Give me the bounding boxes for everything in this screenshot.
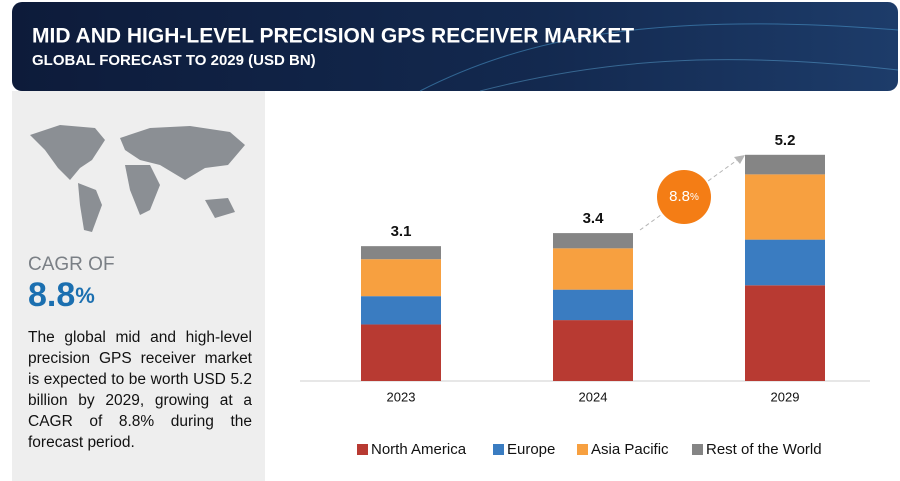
total-label: 5.2 — [775, 132, 796, 149]
x-tick-label: 2023 — [387, 389, 416, 404]
bar-segment — [553, 289, 633, 321]
bar-segment — [553, 320, 633, 381]
x-tick-label: 2029 — [771, 389, 800, 404]
legend-swatch — [692, 444, 703, 455]
bar-segment — [745, 285, 825, 381]
legend-label: Europe — [507, 441, 555, 458]
legend-label: North America — [371, 441, 467, 458]
bar-segment — [553, 233, 633, 249]
badge-unit: % — [690, 192, 699, 203]
bar-segment — [361, 259, 441, 297]
title: MID AND HIGH-LEVEL PRECISION GPS RECEIVE… — [32, 25, 634, 48]
bar-segment — [553, 248, 633, 290]
bar-segment — [745, 239, 825, 286]
header-band — [12, 2, 898, 91]
world-map — [30, 125, 245, 232]
cagr-number: 8.8 — [28, 276, 75, 314]
bar-segment — [361, 246, 441, 260]
legend-swatch — [493, 444, 504, 455]
bar-segment — [745, 154, 825, 175]
header-decor — [419, 23, 899, 92]
legend-label: Asia Pacific — [591, 441, 669, 458]
subtitle: GLOBAL FORECAST TO 2029 (USD BN) — [32, 52, 316, 69]
legend-swatch — [577, 444, 588, 455]
cagr-unit: % — [75, 283, 95, 308]
x-tick-label: 2024 — [579, 389, 608, 404]
cagr-value: 8.8% — [28, 276, 95, 314]
description: The global mid and high-level precision … — [28, 329, 252, 451]
legend-swatch — [357, 444, 368, 455]
badge-number: 8.8 — [669, 188, 690, 205]
growth-badge — [657, 170, 711, 224]
growth-badge-text: 8.8% — [669, 188, 699, 205]
legend-label: Rest of the World — [706, 441, 822, 458]
cagr-label: CAGR OF — [28, 254, 115, 275]
total-label: 3.4 — [583, 210, 605, 227]
bar-segment — [361, 324, 441, 381]
bar-segment — [361, 296, 441, 325]
total-label: 3.1 — [391, 223, 412, 240]
bar-segment — [745, 174, 825, 240]
arrow-head — [734, 155, 745, 164]
header-decor — [479, 59, 899, 92]
